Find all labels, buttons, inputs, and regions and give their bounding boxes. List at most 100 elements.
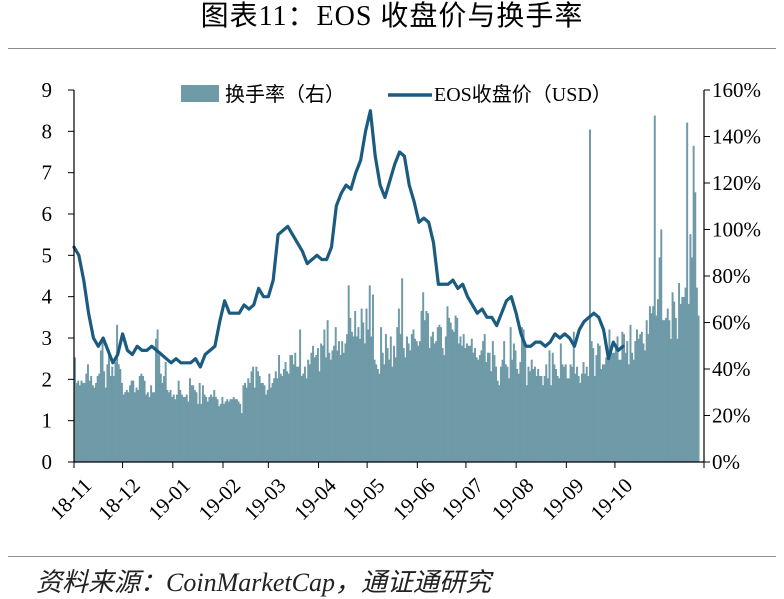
turnover-bar: [159, 373, 162, 462]
turnover-bar: [231, 399, 234, 462]
turnover-bar: [540, 375, 543, 462]
turnover-bar: [517, 373, 520, 462]
turnover-bar: [83, 382, 86, 462]
turnover-bar: [349, 317, 352, 462]
turnover-bar: [273, 378, 276, 462]
turnover-bar: [464, 348, 467, 462]
turnover-bar: [82, 382, 85, 462]
turnover-bar: [495, 366, 498, 462]
turnover-bar: [91, 385, 94, 462]
turnover-bar: [438, 324, 441, 462]
turnover-bar: [292, 364, 295, 462]
turnover-bar: [218, 406, 221, 462]
turnover-bar: [676, 338, 679, 462]
turnover-bar: [325, 357, 327, 463]
turnover-bar: [597, 343, 600, 462]
turnover-bar: [569, 364, 572, 462]
turnover-bar: [610, 350, 613, 462]
turnover-bar: [681, 296, 684, 462]
turnover-bar: [409, 350, 412, 462]
turnover-bar: [232, 396, 235, 462]
turnover-bar: [221, 396, 224, 462]
turnover-bar: [499, 366, 502, 462]
turnover-bar: [380, 327, 383, 462]
turnover-bar: [237, 401, 240, 462]
bottom-divider: [8, 556, 776, 557]
turnover-bar: [323, 329, 326, 462]
x-tick-label: 19-03: [239, 473, 291, 525]
turnover-bar: [198, 382, 201, 462]
turnover-bar: [120, 382, 123, 462]
turnover-bar: [333, 345, 336, 462]
chart-title: 图表11：EOS 收盘价与换手率: [200, 1, 584, 32]
turnover-bar: [313, 357, 316, 463]
turnover-bar: [689, 234, 692, 462]
turnover-bar: [352, 336, 355, 462]
turnover-bar: [417, 345, 420, 462]
turnover-bar: [639, 334, 642, 463]
turnover-bar: [695, 287, 698, 463]
turnover-bar: [146, 392, 149, 462]
turnover-bar: [286, 371, 289, 462]
price-line-group: [72, 109, 625, 369]
right-tick-label: 20%: [712, 404, 751, 428]
turnover-bar: [281, 375, 284, 462]
turnover-bar: [496, 380, 499, 463]
turnover-bar: [295, 366, 298, 462]
turnover-bar: [469, 345, 472, 462]
turnover-bar: [250, 371, 253, 462]
turnover-bar: [389, 336, 392, 462]
turnover-bar: [397, 308, 400, 462]
turnover-bar: [632, 359, 635, 462]
turnover-bar: [407, 343, 410, 462]
turnover-bar: [271, 382, 274, 462]
turnover-bar: [558, 378, 561, 462]
turnover-bar: [640, 331, 643, 462]
turnover-bar: [255, 366, 258, 462]
turnover-bar: [679, 303, 682, 462]
legend-price-label: EOS收盘价（USD）: [434, 83, 612, 106]
turnover-bar: [548, 350, 551, 462]
turnover-bar: [550, 385, 553, 462]
turnover-bar: [187, 401, 190, 462]
turnover-bar: [423, 320, 426, 462]
turnover-bar: [668, 320, 671, 462]
turnover-bar: [140, 373, 143, 462]
legend: 换手率（右） EOS收盘价（USD）: [181, 83, 612, 106]
turnover-bar: [367, 329, 370, 462]
turnover-bar: [589, 129, 591, 462]
turnover-bar: [98, 373, 101, 462]
turnover-bar: [514, 350, 517, 462]
turnover-bar: [269, 387, 272, 462]
turnover-bar: [694, 192, 697, 463]
turnover-bar: [645, 320, 648, 462]
turnover-bar: [208, 396, 211, 462]
turnover-bar: [303, 366, 306, 462]
turnover-bar: [519, 362, 522, 462]
x-tick-label: 19-09: [537, 473, 589, 525]
turnover-bar: [297, 366, 300, 462]
turnover-bar: [378, 373, 381, 462]
turnover-bar: [153, 392, 156, 462]
turnover-bar: [161, 382, 164, 462]
turnover-bar: [420, 310, 423, 463]
turnover-bar: [454, 315, 457, 462]
turnover-bar: [167, 392, 170, 462]
turnover-bar: [386, 348, 389, 462]
turnover-bar: [687, 303, 690, 462]
x-tick-label: 19-02: [194, 473, 246, 525]
turnover-bar: [422, 292, 425, 462]
turnover-bar: [342, 352, 345, 462]
turnover-bar: [457, 343, 460, 462]
legend-bar-swatch: [181, 85, 219, 102]
turnover-bar: [480, 350, 483, 462]
turnover-bar: [106, 364, 109, 462]
turnover-bar: [551, 352, 554, 462]
turnover-bar: [226, 399, 229, 462]
turnover-bar: [179, 389, 182, 462]
turnover-bar: [328, 352, 331, 462]
turnover-bar: [574, 373, 577, 462]
left-tick-label: 4: [42, 285, 53, 309]
turnover-bar: [601, 364, 604, 462]
turnover-bar: [305, 378, 308, 462]
